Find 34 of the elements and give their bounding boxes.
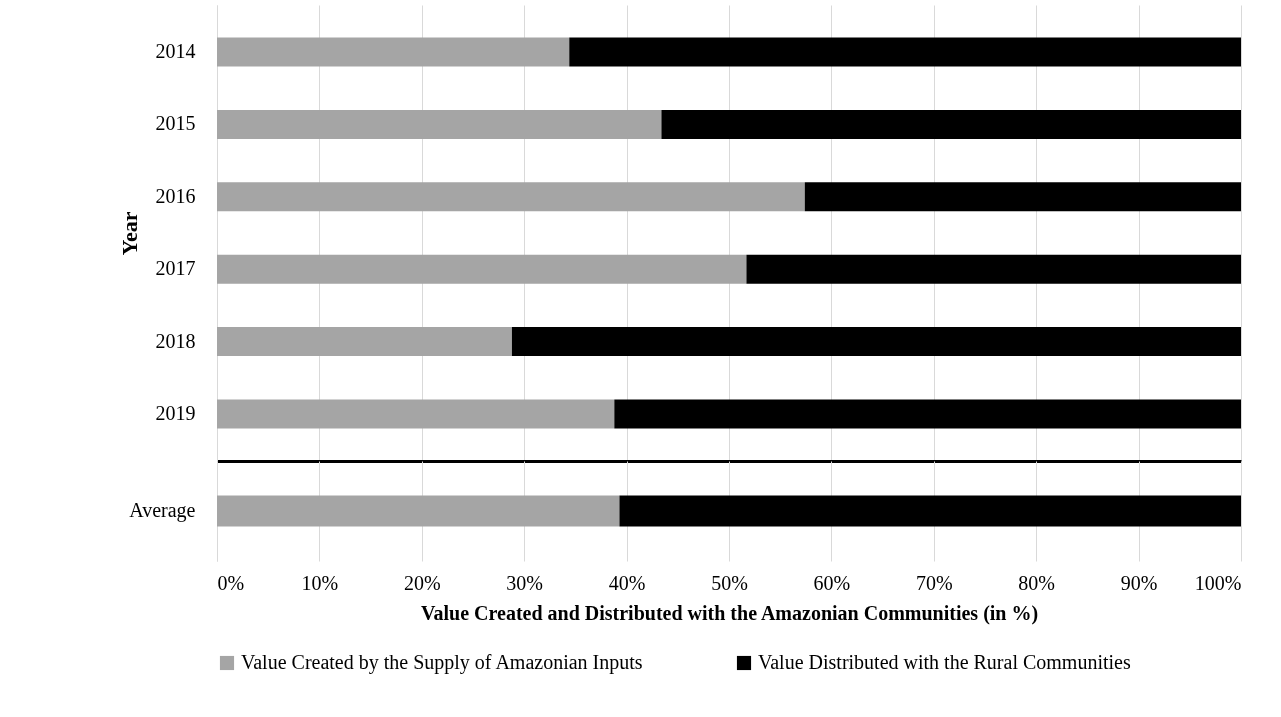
bar (511, 327, 1241, 357)
bar (614, 399, 1241, 429)
y-tick-label: 2015 (155, 112, 196, 135)
bar (217, 327, 512, 357)
bar (661, 109, 1241, 139)
y-tick-label: 2018 (155, 329, 196, 352)
x-tick-label: 50% (711, 571, 748, 594)
bar (217, 37, 570, 67)
y-tick-label: 2019 (155, 401, 196, 424)
y-tick-label: Average (129, 499, 196, 522)
y-tick-label: 2014 (155, 40, 196, 63)
x-tick-label: 10% (301, 571, 339, 594)
legend-label: Value Created by the Supply of Amazonian Inputs (241, 651, 643, 674)
bar (217, 182, 805, 212)
y-tick-label: 2017 (155, 257, 196, 280)
x-tick-label: 90% (1120, 571, 1158, 594)
bar (217, 254, 747, 284)
bar (804, 182, 1241, 212)
bar (217, 109, 662, 139)
x-tick-label: 70% (915, 571, 953, 594)
x-axis-title: Value Created and Distributed with the Amazonian Communities (in %) (420, 601, 1039, 625)
x-tick-label: 20% (403, 571, 441, 594)
bar (746, 254, 1241, 284)
x-tick-label: 30% (506, 571, 544, 594)
legend-label: Value Distributed with the Rural Communities (758, 651, 1131, 673)
y-axis-title: Year (116, 211, 142, 256)
bar (217, 399, 615, 429)
x-tick-label: 60% (813, 571, 851, 594)
x-tick-label: 0% (217, 571, 245, 594)
x-tick-label: 100% (1194, 571, 1242, 594)
x-tick-label: 40% (608, 571, 646, 594)
bar (569, 37, 1241, 67)
y-tick-label: 2016 (155, 184, 196, 207)
x-tick-label: 80% (1018, 571, 1056, 594)
